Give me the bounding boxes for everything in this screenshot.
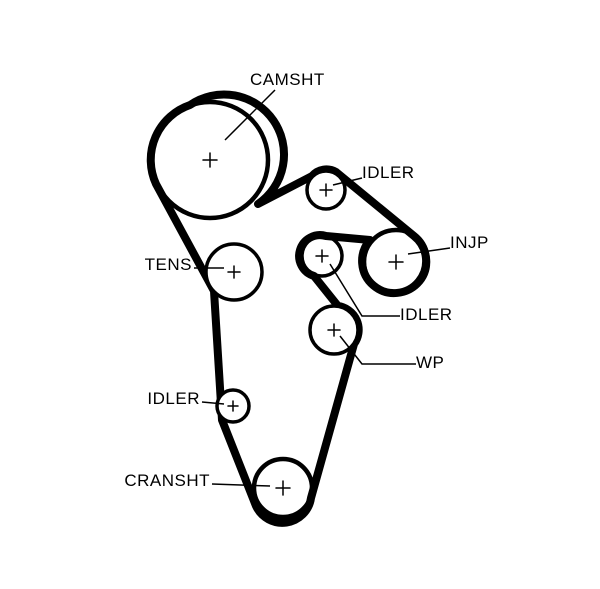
label-idler2: IDLER [400,305,453,324]
label-wp: WP [416,353,444,372]
label-camsht: CAMSHT [250,70,325,89]
label-idler3: IDLER [147,389,200,408]
label-tens: TENS [145,255,192,274]
label-idler1: IDLER [362,163,415,182]
label-cransht: CRANSHT [124,471,210,490]
label-injp: INJP [450,233,489,252]
timing-belt-diagram: CAMSHT IDLER INJP IDLER WP TENS IDLER CRANSHT [0,0,600,589]
